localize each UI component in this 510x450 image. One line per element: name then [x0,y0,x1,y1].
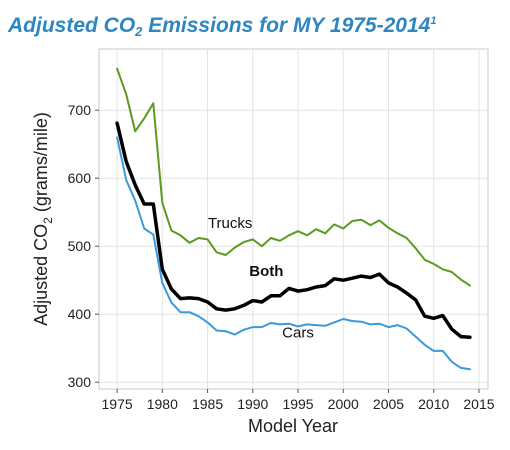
x-axis-label: Model Year [248,416,338,436]
grid-lines [99,49,488,389]
y-tick-labels: 300 400 500 600 700 [68,102,99,390]
y-tick-label: 700 [68,102,92,118]
x-tick-labels: 1975 1980 1985 1990 1995 2000 2005 2010 2015 [102,389,495,412]
y-tick-label: 400 [68,306,92,322]
both-series-label: Both [249,263,283,280]
x-tick-label: 2015 [463,396,494,412]
series-labels: Trucks Both Cars [208,215,314,341]
plot-area [98,48,489,390]
x-tick-label: 1995 [282,396,313,412]
both-series-line [115,121,472,340]
x-tick-label: 2005 [373,396,404,412]
x-tick-label: 2010 [418,396,449,412]
y-tick-label: 600 [68,170,92,186]
x-tick-label: 2000 [328,396,359,412]
y-tick-label: 500 [68,238,92,254]
x-tick-label: 1985 [192,396,223,412]
trucks-series-line [116,67,471,287]
chart-title-subscript: 2 [135,24,143,39]
series-lines [115,67,472,371]
cars-series-line [116,136,471,371]
y-axis-label-unit: (grams/mile) [31,112,51,217]
y-axis-label-subscript: 2 [41,217,55,224]
cars-series-label: Cars [282,324,314,341]
trucks-series-label: Trucks [208,215,252,232]
chart-title-text: Adjusted CO [8,14,136,37]
chart-title-text-2: Emissions for MY 1975-2014 [142,14,431,37]
x-tick-label: 1980 [147,396,178,412]
chart-title-footnote: 1 [430,15,437,27]
y-axis-label: Adjusted CO2 (grams/mile) [31,112,55,326]
x-tick-label: 1990 [237,396,268,412]
y-tick-label: 300 [68,374,92,390]
y-axis-label-text: Adjusted CO [31,224,51,326]
chart-title: Adjusted CO2 Emissions for MY 1975-20141 [8,14,436,39]
x-tick-label: 1975 [102,396,133,412]
